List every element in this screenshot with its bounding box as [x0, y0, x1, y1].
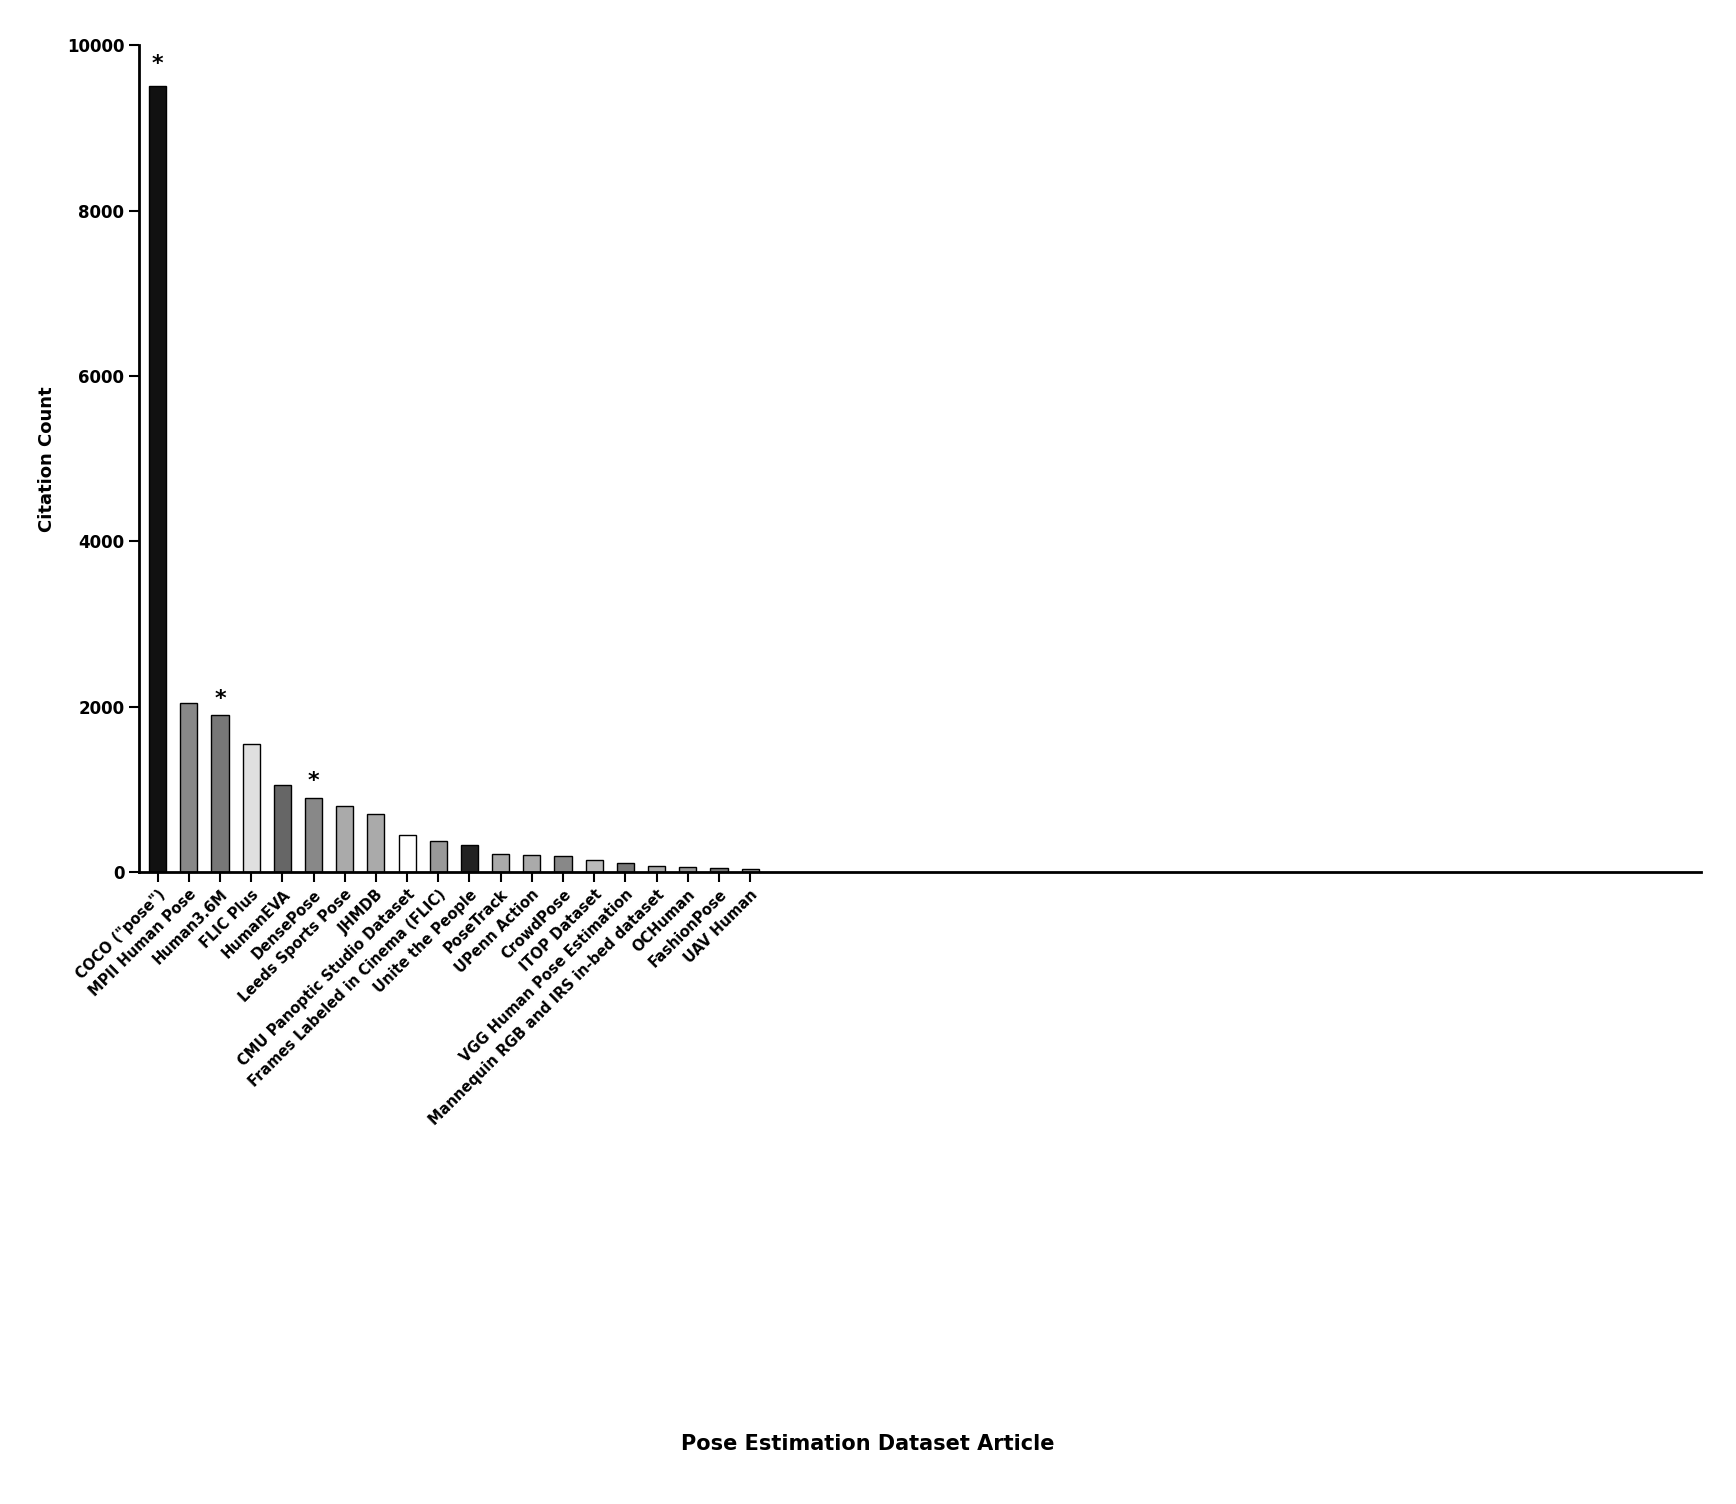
Text: *: *	[151, 54, 163, 74]
Bar	[648, 866, 665, 872]
Bar	[491, 854, 509, 872]
Bar	[399, 835, 415, 872]
Bar	[710, 868, 727, 872]
Text: Pose Estimation Dataset Article: Pose Estimation Dataset Article	[681, 1433, 1055, 1454]
Y-axis label: Citation Count: Citation Count	[38, 387, 56, 531]
Bar	[337, 806, 354, 872]
Bar	[243, 744, 260, 872]
Bar	[212, 716, 229, 872]
Bar	[679, 866, 696, 872]
Bar	[431, 841, 446, 872]
Bar	[585, 860, 602, 872]
Bar	[274, 785, 292, 872]
Text: *: *	[214, 689, 226, 708]
Bar	[306, 799, 323, 872]
Bar	[460, 845, 477, 872]
Bar	[741, 869, 759, 872]
Bar	[523, 854, 540, 872]
Text: *: *	[307, 772, 319, 791]
Bar	[368, 815, 384, 872]
Bar	[149, 86, 167, 872]
Bar	[181, 702, 198, 872]
Bar	[616, 863, 634, 872]
Bar	[554, 856, 571, 872]
